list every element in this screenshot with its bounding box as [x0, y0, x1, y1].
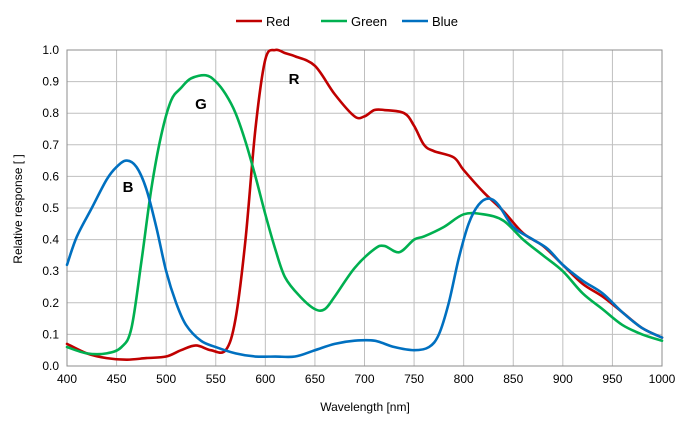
curve-label-r: R: [289, 71, 300, 88]
x-tick-label: 700: [354, 372, 374, 386]
curve-label-g: G: [195, 96, 207, 113]
x-tick-label: 900: [553, 372, 573, 386]
series-line-blue: [65, 159, 664, 359]
y-tick-label: 0.9: [42, 75, 59, 89]
x-tick-label: 500: [156, 372, 176, 386]
x-tick-label: 800: [454, 372, 474, 386]
legend-label-red: Red: [266, 14, 290, 29]
x-tick-label: 600: [255, 372, 275, 386]
y-tick-label: 0.6: [42, 169, 59, 183]
curve-label-b: B: [123, 179, 134, 196]
y-tick-label: 0.4: [42, 233, 59, 247]
legend: Red Green Blue: [236, 14, 458, 29]
axes: 400 450 500 550 600 650 700 750 800 850 900 950 1000…: [42, 43, 675, 386]
y-tick-label: 0.1: [42, 327, 59, 341]
grid: [66, 49, 663, 367]
y-tick-label: 1.0: [42, 43, 59, 57]
y-tick-label: 0.3: [42, 264, 59, 278]
plot-border: [66, 49, 663, 367]
series-group: [65, 48, 664, 361]
legend-label-blue: Blue: [432, 14, 458, 29]
y-tick-label: 0.0: [42, 359, 59, 373]
x-tick-label: 550: [206, 372, 226, 386]
x-tick-label: 1000: [649, 372, 676, 386]
y-axis-title: Relative response [ ]: [11, 154, 25, 263]
x-tick-label: 750: [404, 372, 424, 386]
x-tick-label: 950: [602, 372, 622, 386]
legend-label-green: Green: [351, 14, 387, 29]
x-tick-label: 650: [305, 372, 325, 386]
y-tick-label: 0.5: [42, 201, 59, 215]
x-axis-title: Wavelength [nm]: [320, 400, 410, 414]
y-tick-label: 0.2: [42, 296, 59, 310]
series-line-green: [65, 73, 664, 356]
x-tick-label: 400: [57, 372, 77, 386]
y-tick-label: 0.8: [42, 106, 59, 120]
x-tick-label: 450: [107, 372, 127, 386]
curve-labels: R G B: [123, 71, 300, 196]
y-tick-label: 0.7: [42, 138, 59, 152]
x-tick-label: 850: [503, 372, 523, 386]
